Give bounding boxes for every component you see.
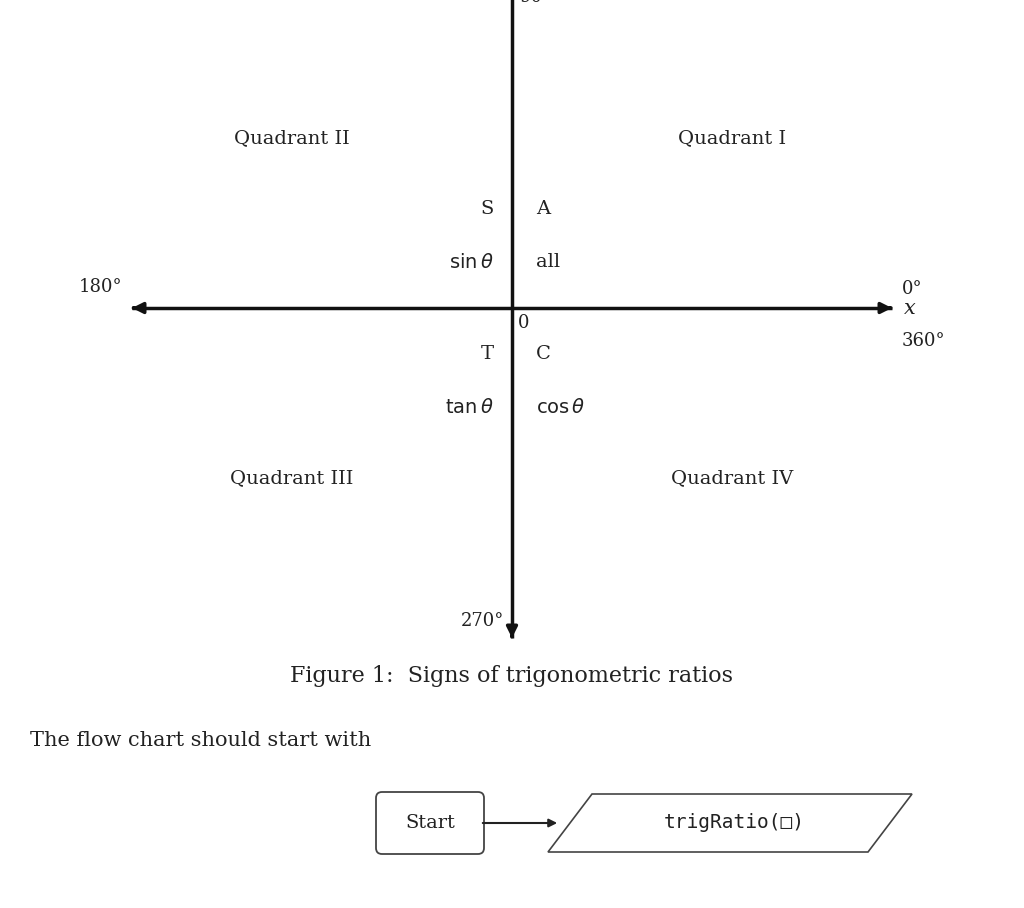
Text: 360°: 360° [902,332,945,350]
Text: Quadrant IV: Quadrant IV [671,469,794,487]
Text: S: S [480,200,494,218]
Text: 270°: 270° [461,612,504,630]
Text: A: A [536,200,550,218]
Text: Quadrant II: Quadrant II [234,129,350,147]
FancyBboxPatch shape [376,792,484,854]
Text: 180°: 180° [79,278,122,296]
Polygon shape [548,794,912,852]
Text: Quadrant III: Quadrant III [230,469,353,487]
Text: trigRatio(□): trigRatio(□) [664,814,805,833]
Text: Figure 1:  Signs of trigonometric ratios: Figure 1: Signs of trigonometric ratios [291,665,733,687]
Text: The flow chart should start with: The flow chart should start with [30,731,372,749]
Text: C: C [536,345,551,363]
Text: 0: 0 [518,314,529,332]
Text: $\sin\theta$: $\sin\theta$ [450,253,494,272]
Text: all: all [536,253,560,271]
Text: Quadrant I: Quadrant I [678,129,786,147]
Text: $\cos\theta$: $\cos\theta$ [536,398,586,417]
Text: x: x [904,299,915,318]
Text: T: T [481,345,494,363]
Text: 90°: 90° [520,0,552,6]
Text: 0°: 0° [902,280,923,298]
Text: $\tan\theta$: $\tan\theta$ [445,398,494,417]
Text: Start: Start [406,814,455,832]
